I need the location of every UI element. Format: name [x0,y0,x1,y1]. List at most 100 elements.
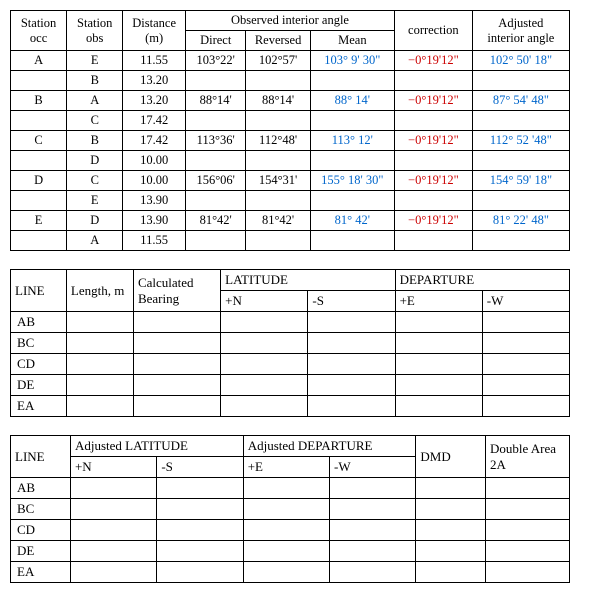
cell-line: BC [11,499,71,520]
cell-empty [485,499,569,520]
cell-empty [243,478,329,499]
cell-adj: 154° 59' 18" [472,171,569,191]
cell-obs: B [67,71,123,91]
cell-empty [395,375,482,396]
cell-empty [221,354,308,375]
cell-empty [70,520,156,541]
cell-empty [70,499,156,520]
hdr-adj-dep: Adjusted DEPARTURE [243,436,416,457]
cell-dist: 17.42 [123,131,186,151]
table-row: B13.20 [11,71,570,91]
cell-empty [66,396,133,417]
table-row: DE [11,375,570,396]
hdr-direct: Direct [185,31,245,51]
cell-empty [157,541,243,562]
cell-empty [330,499,416,520]
cell-dir [185,231,245,251]
cell-rev [246,71,310,91]
hdr-adj-lat: Adjusted LATITUDE [70,436,243,457]
table-row: CD [11,354,570,375]
cell-adj: 102° 50' 18" [472,51,569,71]
cell-rev: 81°42' [246,211,310,231]
cell-mean: 103° 9' 30" [310,51,394,71]
cell-mean [310,151,394,171]
cell-empty [66,312,133,333]
hdr-dep-w: -W [482,291,569,312]
cell-dist: 10.00 [123,171,186,191]
cell-adj: 112° 52 '48" [472,131,569,151]
adjusted-table: LINE Adjusted LATITUDE Adjusted DEPARTUR… [10,435,570,583]
cell-empty [221,333,308,354]
table-row: BC [11,333,570,354]
cell-adj [472,71,569,91]
hdr-dep-e: +E [395,291,482,312]
cell-empty [157,499,243,520]
cell-rev: 112°48' [246,131,310,151]
cell-empty [485,562,569,583]
hdr-adj: Adjusted interior angle [472,11,569,51]
cell-occ [11,71,67,91]
cell-adj [472,111,569,131]
cell-empty [416,499,486,520]
cell-dir [185,191,245,211]
cell-line: DE [11,541,71,562]
cell-empty [221,396,308,417]
table-row: CB17.42113°36'112°48'113° 12'−0°19'12"11… [11,131,570,151]
table-row: AE11.55103°22'102°57'103° 9' 30"−0°19'12… [11,51,570,71]
cell-occ: E [11,211,67,231]
cell-mean [310,191,394,211]
cell-empty [133,354,220,375]
cell-rev [246,231,310,251]
table-row: D10.00 [11,151,570,171]
cell-empty [416,562,486,583]
table-row: A11.55 [11,231,570,251]
cell-occ [11,231,67,251]
cell-empty [66,333,133,354]
cell-mean [310,111,394,131]
cell-mean: 113° 12' [310,131,394,151]
hdr-double-area: Double Area 2A [485,436,569,478]
cell-occ [11,111,67,131]
cell-empty [308,333,395,354]
cell-line: AB [11,478,71,499]
cell-empty [133,333,220,354]
cell-line: CD [11,354,67,375]
cell-empty [330,520,416,541]
cell-adj [472,151,569,171]
cell-dir: 81°42' [185,211,245,231]
hdr-adj-dep-w: -W [330,457,416,478]
table-row: EA [11,562,570,583]
cell-empty [395,312,482,333]
cell-obs: A [67,91,123,111]
table-row: AB [11,312,570,333]
cell-occ: B [11,91,67,111]
table-row: ED13.9081°42'81°42'81° 42'−0°19'12"81° 2… [11,211,570,231]
cell-rev: 154°31' [246,171,310,191]
cell-obs: D [67,151,123,171]
cell-empty [133,312,220,333]
cell-empty [482,396,569,417]
hdr-departure: DEPARTURE [395,270,569,291]
hdr-occ: Station occ [11,11,67,51]
cell-adj [472,231,569,251]
cell-corr: −0°19'12" [394,51,472,71]
cell-empty [66,354,133,375]
hdr-line3: LINE [11,436,71,478]
hdr-obsang: Observed interior angle [185,11,394,31]
cell-obs: C [67,111,123,131]
cell-mean: 155° 18' 30" [310,171,394,191]
cell-adj: 87° 54' 48" [472,91,569,111]
cell-empty [482,354,569,375]
hdr-adj-lat-s: -S [157,457,243,478]
cell-empty [416,541,486,562]
cell-empty [485,478,569,499]
cell-dist: 13.90 [123,191,186,211]
cell-corr: −0°19'12" [394,171,472,191]
hdr-bearing: Calculated Bearing [133,270,220,312]
cell-corr [394,191,472,211]
cell-mean: 88° 14' [310,91,394,111]
table-row: DE [11,541,570,562]
cell-dir [185,151,245,171]
cell-line: AB [11,312,67,333]
cell-empty [482,375,569,396]
